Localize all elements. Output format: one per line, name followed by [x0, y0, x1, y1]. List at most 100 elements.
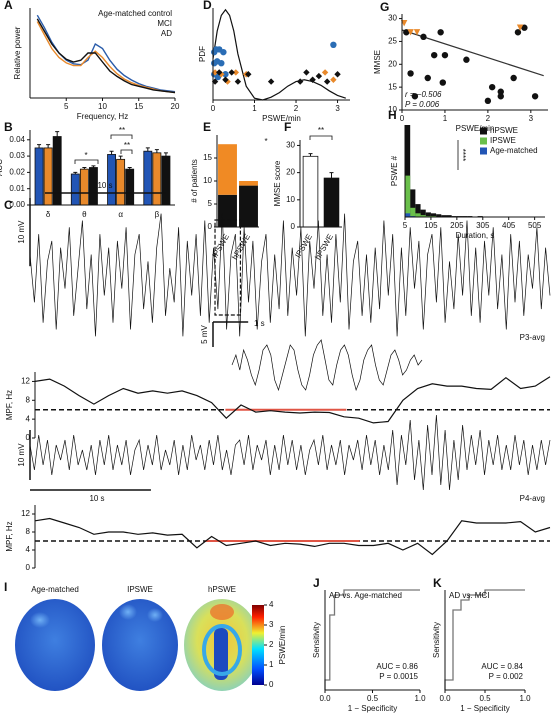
topomap-title: hPSWE — [208, 585, 236, 594]
series-line — [36, 14, 176, 93]
panel-label: H — [388, 108, 397, 122]
y-tick-label: 5 — [208, 199, 213, 208]
series-line — [36, 21, 176, 94]
y-axis-label: MMSE — [373, 50, 382, 74]
point — [403, 29, 410, 36]
annotation: ** — [318, 126, 324, 135]
histogram-bar — [420, 215, 426, 217]
histogram-bar — [405, 175, 411, 217]
point — [431, 51, 438, 59]
x-axis-label: Duration, s — [456, 231, 495, 240]
point — [330, 41, 337, 48]
y-axis-label: MMSE score — [273, 160, 282, 206]
y-axis-label: PDF — [198, 46, 207, 62]
bar — [107, 154, 116, 206]
bar — [116, 158, 126, 206]
y-tick-label: 10 — [388, 105, 397, 114]
x-tick-label: θ — [82, 210, 87, 219]
point — [413, 29, 421, 36]
annotation: AUC = 0.86 — [376, 662, 418, 671]
panel-label: B — [4, 120, 13, 134]
y-tick-label: 10 — [203, 176, 212, 185]
panel-label: A — [4, 0, 13, 12]
point — [228, 69, 235, 76]
y-axis-label: Relative power — [13, 26, 22, 79]
x-axis-label: 1 − Specificity — [348, 704, 398, 713]
histogram-bar — [441, 215, 447, 217]
legend-swatch — [480, 147, 487, 155]
point — [400, 19, 408, 27]
topomap-stripe — [214, 628, 228, 680]
colorbar-tick-label: 0 — [269, 680, 274, 689]
y-axis-label: Sensitivity — [312, 622, 321, 658]
point — [437, 29, 444, 36]
bar — [143, 150, 153, 206]
x-tick-label: 205 — [450, 221, 464, 230]
legend-entry: MCI — [157, 19, 172, 28]
scale-bar-x-label: 10 s — [89, 494, 104, 503]
significance-bracket — [110, 134, 133, 139]
annotation: P = 0.006 — [405, 100, 440, 109]
point — [420, 33, 427, 41]
significance-bracket — [74, 159, 99, 164]
error-bar — [163, 152, 168, 157]
x-tick-label: β — [155, 210, 160, 219]
x-tick-label: 0.0 — [439, 694, 451, 703]
histogram-bar — [405, 125, 411, 217]
x-tick-label: 0 — [211, 104, 216, 113]
histogram-bar — [410, 189, 416, 217]
point — [424, 74, 431, 82]
y-tick-label: 15 — [388, 82, 397, 91]
x-tick-label: 2 — [294, 104, 299, 113]
bar-segment — [218, 194, 237, 227]
y-tick-label: 12 — [21, 377, 30, 386]
panel-label: F — [284, 120, 291, 134]
x-tick-label: 505 — [528, 221, 542, 230]
x-tick-label: 15 — [134, 102, 143, 111]
y-tick-label: 30 — [388, 14, 397, 23]
topomap-ring — [202, 624, 242, 676]
annotation: ** — [124, 141, 130, 150]
error-bar — [91, 165, 96, 168]
point — [497, 93, 504, 100]
legend-entry: Age-matched control — [98, 9, 172, 18]
error-bar — [308, 153, 313, 157]
colorbar-tick-label: 3 — [269, 620, 274, 629]
eeg-trace — [29, 414, 551, 491]
point — [497, 88, 504, 95]
mpf-line — [34, 376, 551, 424]
y-tick-label: 12 — [21, 509, 30, 518]
zoom-window — [214, 219, 242, 316]
legend-entry: AD — [161, 29, 172, 38]
x-tick-label: 5 — [403, 221, 408, 230]
y-tick-label: 0 — [291, 222, 296, 231]
x-axis-label: PSWE/min — [262, 114, 301, 123]
bar — [302, 155, 319, 228]
legend-swatch — [480, 127, 487, 135]
eeg-trace — [29, 213, 551, 337]
fit-line — [212, 8, 346, 101]
histogram-bar — [415, 204, 421, 217]
point — [232, 69, 240, 76]
topomap-spot — [119, 604, 137, 620]
point — [516, 24, 524, 31]
bar — [52, 136, 62, 206]
histogram-bar — [420, 209, 426, 217]
y-tick-label: 4 — [26, 414, 31, 423]
y-axis-label: PSWE # — [390, 155, 399, 186]
point — [330, 76, 337, 83]
topomap-ipswe — [102, 599, 178, 691]
bar-segment — [239, 185, 258, 227]
error-bar — [154, 149, 159, 153]
point — [303, 69, 310, 76]
topomap-spot — [30, 612, 50, 628]
x-tick-label: 0 — [400, 114, 405, 123]
y-axis-label: Sensitivity — [432, 622, 441, 658]
point — [439, 79, 446, 86]
y-tick-label: 0.00 — [9, 200, 25, 209]
panel-label: G — [380, 0, 389, 14]
error-bar — [37, 144, 42, 148]
point — [321, 69, 329, 76]
x-tick-label: 20 — [171, 102, 180, 111]
